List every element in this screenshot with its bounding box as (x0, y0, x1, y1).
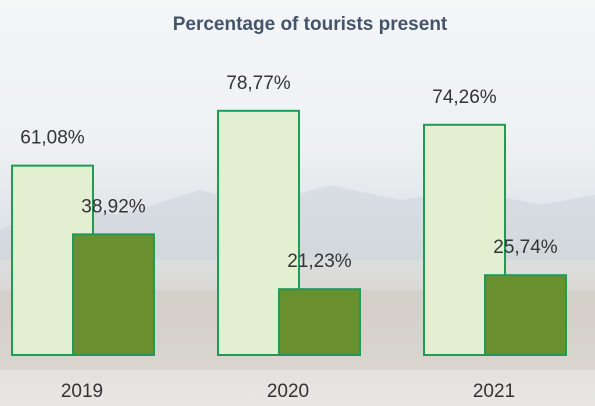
value-label: 74,26% (432, 87, 497, 108)
value-label: 78,77% (226, 73, 291, 94)
bar (278, 288, 361, 357)
chart-title: Percentage of tourists present (173, 14, 448, 35)
value-label: 21,23% (287, 251, 352, 272)
bar (72, 233, 155, 357)
bar (484, 274, 567, 356)
value-label: 38,92% (81, 196, 146, 217)
x-tick-label: 2019 (61, 381, 103, 402)
x-tick-label: 2020 (267, 381, 309, 402)
value-label: 25,74% (493, 237, 558, 258)
x-tick-label: 2021 (473, 381, 515, 402)
value-label: 61,08% (20, 128, 85, 149)
